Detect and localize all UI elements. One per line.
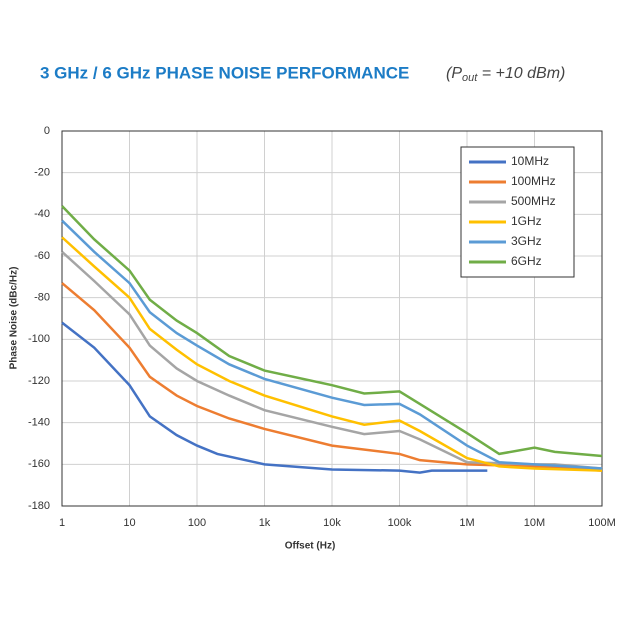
legend-box <box>460 146 575 278</box>
x-tick-label: 1k <box>259 517 271 529</box>
legend-label: 500MHz <box>511 194 556 208</box>
y-tick-label: -20 <box>34 167 50 179</box>
series-line <box>61 321 488 474</box>
chart-subtitle: (Pout = +10 dBm) <box>446 65 565 84</box>
y-tick-label: -120 <box>28 375 50 387</box>
series-line <box>61 205 603 458</box>
series-line <box>61 282 603 472</box>
y-tick-label: -180 <box>28 500 50 512</box>
x-tick-label: 100 <box>188 517 206 529</box>
subtitle-part: = +10 dBm) <box>477 65 565 82</box>
x-tick-label: 100k <box>388 517 412 529</box>
legend-label: 6GHz <box>511 254 542 268</box>
x-axis-label: Offset (Hz) <box>285 541 336 552</box>
legend-label: 100MHz <box>511 174 556 188</box>
series-line <box>61 236 603 472</box>
plot-border <box>61 130 603 507</box>
subtitle-part: (P <box>446 65 462 82</box>
y-tick-label: -140 <box>28 417 50 429</box>
y-tick-label: -80 <box>34 292 50 304</box>
y-tick-label: -40 <box>34 208 50 220</box>
x-tick-label: 10k <box>323 517 341 529</box>
x-tick-label: 10M <box>524 517 545 529</box>
y-tick-label: 0 <box>44 125 50 137</box>
x-tick-label: 100M <box>588 517 616 529</box>
x-tick-label: 1M <box>459 517 474 529</box>
y-axis-label: Phase Noise (dBc/Hz) <box>9 267 20 370</box>
legend-label: 10MHz <box>511 154 549 168</box>
series-line <box>61 219 603 470</box>
y-tick-label: -60 <box>34 250 50 262</box>
y-tick-label: -160 <box>28 458 50 470</box>
legend-label: 1GHz <box>511 214 542 228</box>
legend-label: 3GHz <box>511 234 542 248</box>
y-tick-label: -100 <box>28 333 50 345</box>
chart-title: 3 GHz / 6 GHz PHASE NOISE PERFORMANCE <box>40 63 409 82</box>
subtitle-subscript: out <box>462 72 478 84</box>
x-tick-label: 1 <box>59 517 65 529</box>
x-tick-label: 10 <box>123 517 135 529</box>
